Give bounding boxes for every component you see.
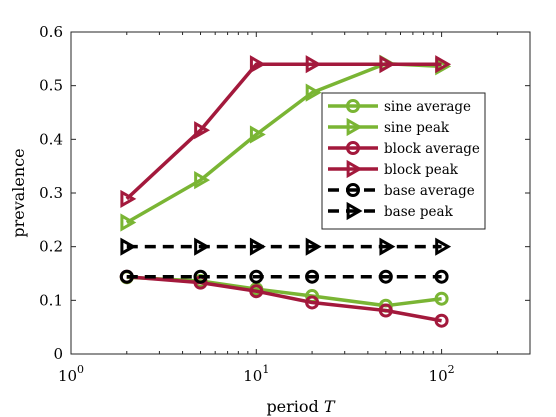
base-average-point bbox=[378, 269, 393, 284]
x-tick-label: 101 bbox=[243, 363, 269, 385]
series-base-average bbox=[119, 269, 449, 284]
legend-label: sine average bbox=[384, 99, 471, 115]
legend-item-base-average: base average bbox=[328, 183, 475, 199]
block-peak-point bbox=[120, 189, 137, 208]
base-peak-point bbox=[120, 237, 137, 256]
legend-label: sine peak bbox=[384, 120, 450, 136]
series-layer bbox=[119, 54, 452, 328]
base-average-point bbox=[193, 269, 208, 284]
y-tick-label: 0.2 bbox=[39, 238, 63, 256]
legend: sine average sine peak block average block … bbox=[321, 92, 486, 230]
legend-label: base average bbox=[384, 183, 475, 199]
sine-peak-point bbox=[194, 171, 211, 190]
block-peak-point bbox=[435, 55, 452, 74]
legend-swatch-marker bbox=[346, 141, 360, 155]
block-average-point bbox=[249, 284, 264, 299]
sine-peak-point bbox=[249, 125, 266, 144]
legend-label: block peak bbox=[384, 162, 459, 178]
base-average-point bbox=[434, 269, 449, 284]
y-tick-label: 0.5 bbox=[39, 77, 63, 95]
block-peak-point bbox=[305, 55, 322, 74]
y-tick-label: 0.1 bbox=[39, 291, 63, 309]
base-peak-point bbox=[305, 237, 322, 256]
x-axis-label: period T bbox=[266, 397, 335, 416]
legend-swatch-marker bbox=[346, 117, 363, 137]
base-average-point bbox=[249, 269, 264, 284]
x-tick-label: 102 bbox=[429, 363, 455, 385]
y-axis-label: prevalence bbox=[9, 148, 28, 237]
x-tick-label: 100 bbox=[58, 363, 84, 385]
series-block-peak bbox=[120, 55, 452, 208]
sine-peak-point bbox=[305, 83, 322, 102]
legend-item-block-average: block average bbox=[328, 141, 480, 157]
legend-label: base peak bbox=[384, 204, 454, 220]
legend-item-block-peak: block peak bbox=[328, 159, 459, 179]
legend-swatch-marker bbox=[346, 159, 363, 179]
sine-average-point bbox=[434, 291, 449, 306]
block-peak-point bbox=[194, 121, 211, 140]
sine-peak-point bbox=[120, 213, 137, 232]
legend-label: block average bbox=[384, 141, 480, 157]
base-average-point bbox=[305, 269, 320, 284]
block-average-line bbox=[126, 274, 442, 323]
base-peak-point bbox=[194, 237, 211, 256]
legend-swatch-marker bbox=[346, 99, 360, 113]
base-average-point bbox=[119, 269, 134, 284]
legend-swatch-marker bbox=[346, 201, 363, 221]
x-axis-label-variable: T bbox=[324, 397, 336, 416]
series-base-peak bbox=[120, 237, 452, 256]
block-peak-point bbox=[379, 55, 396, 74]
x-axis-label-text: period bbox=[266, 397, 318, 416]
block-peak-point bbox=[249, 55, 266, 74]
legend-swatch-marker bbox=[346, 183, 360, 197]
base-peak-point bbox=[379, 237, 396, 256]
y-tick-label: 0.6 bbox=[39, 23, 63, 41]
ticks-layer: 0 0.1 0.2 0.3 0.4 0.5 0.6 100 101 102 bbox=[39, 23, 531, 385]
y-tick-label: 0.3 bbox=[39, 184, 63, 202]
block-average-point bbox=[434, 313, 449, 328]
series-block-average bbox=[119, 269, 449, 328]
block-average-point bbox=[378, 303, 393, 318]
y-tick-label: 0 bbox=[53, 345, 63, 363]
legend-item-sine-average: sine average bbox=[328, 99, 471, 115]
legend-item-sine-peak: sine peak bbox=[328, 117, 450, 137]
base-peak-point bbox=[249, 237, 266, 256]
block-average-point bbox=[305, 295, 320, 310]
legend-item-base-peak: base peak bbox=[328, 201, 454, 221]
base-peak-point bbox=[435, 237, 452, 256]
y-tick-label: 0.4 bbox=[39, 130, 63, 148]
